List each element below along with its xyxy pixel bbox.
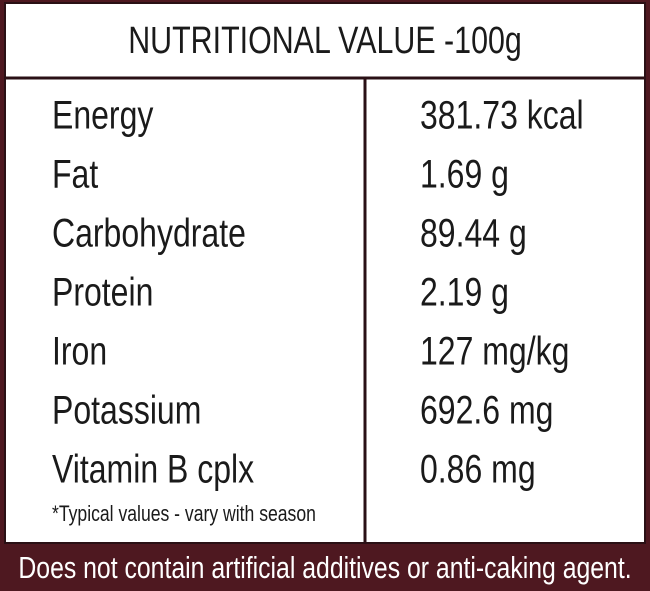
nutrient-name: Vitamin B cplx — [52, 446, 254, 491]
nutrient-name: Potassium — [52, 387, 201, 432]
nutrient-name: Fat — [52, 151, 98, 196]
nutrient-value: 1.69 g — [420, 151, 509, 196]
nutrient-name: Carbohydrate — [52, 210, 246, 255]
nutrient-value: 89.44 g — [420, 210, 527, 255]
nutrient-name: Iron — [52, 328, 107, 373]
footer-text: Does not contain artificial additives or… — [18, 551, 631, 585]
title: NUTRITIONAL VALUE -100g — [128, 20, 522, 62]
note: *Typical values - vary with season — [52, 502, 316, 526]
panel — [4, 2, 646, 544]
nutrient-name: Energy — [52, 92, 154, 137]
rows: Energy 381.73 kcal Fat 1.69 g Carbohydrate 89… — [52, 92, 584, 491]
nutrient-value: 2.19 g — [420, 269, 509, 314]
nutrient-value: 127 mg/kg — [420, 328, 569, 373]
nutrient-name: Protein — [52, 269, 153, 314]
nutrient-value: 0.86 mg — [420, 446, 536, 491]
nutrient-value: 692.6 mg — [420, 387, 553, 432]
nutrient-value: 381.73 kcal — [420, 92, 584, 137]
